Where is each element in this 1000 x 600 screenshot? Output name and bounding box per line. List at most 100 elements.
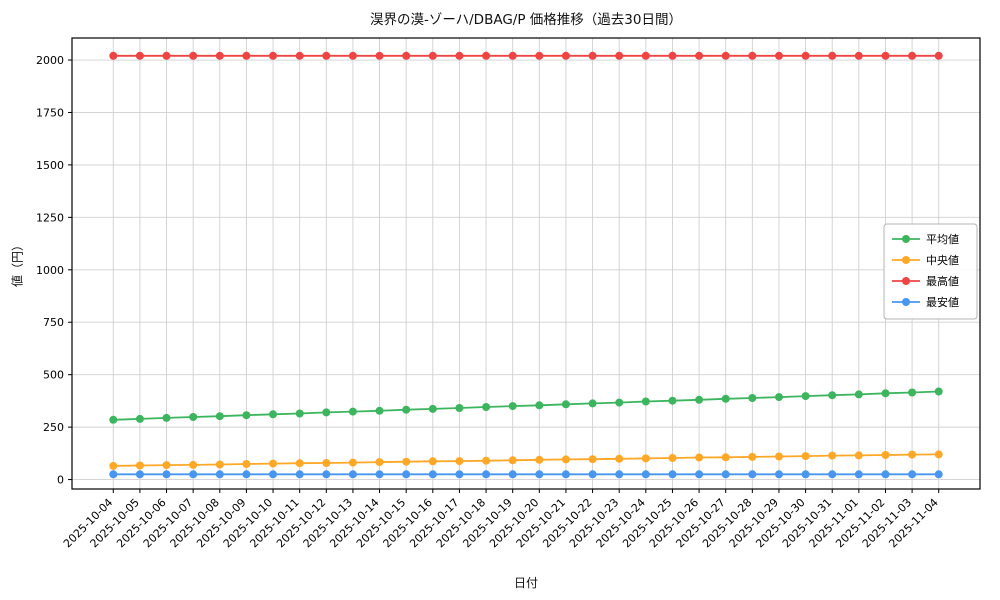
marker [482, 456, 491, 465]
marker [189, 413, 198, 421]
marker [508, 51, 517, 60]
legend-item-2: 最高値 [892, 274, 959, 288]
marker [561, 455, 570, 464]
marker [934, 51, 943, 60]
x-axis-label: 日付 [513, 576, 539, 590]
marker [135, 51, 144, 60]
marker [561, 51, 570, 60]
marker [854, 390, 863, 399]
gridlines [72, 38, 980, 489]
marker [535, 401, 544, 410]
marker [561, 470, 570, 479]
marker [109, 415, 118, 424]
marker [828, 51, 837, 60]
marker [242, 460, 251, 468]
marker [508, 456, 517, 465]
marker [641, 470, 650, 479]
marker [668, 396, 677, 405]
marker [668, 470, 677, 479]
marker [295, 470, 304, 479]
marker [881, 389, 890, 398]
marker [162, 51, 171, 60]
marker [588, 470, 597, 479]
marker [455, 404, 464, 412]
marker [695, 51, 704, 60]
marker [934, 470, 943, 479]
y-tick-label: 1250 [36, 211, 64, 224]
marker [721, 394, 730, 403]
y-tick-label: 1500 [36, 159, 64, 172]
marker [375, 51, 384, 60]
legend-marker [902, 256, 910, 264]
marker [215, 412, 224, 421]
marker [854, 451, 863, 460]
series-line-1 [109, 450, 943, 470]
marker [162, 461, 171, 470]
marker [828, 451, 837, 460]
marker [189, 51, 198, 60]
marker [641, 397, 650, 406]
marker [482, 470, 491, 479]
marker [109, 470, 118, 479]
marker [535, 455, 544, 464]
marker [828, 470, 837, 479]
marker [162, 413, 171, 422]
marker [269, 459, 277, 468]
legend-label: 平均値 [926, 233, 959, 246]
marker [908, 388, 917, 397]
marker [322, 470, 331, 479]
series-line-0 [109, 387, 943, 424]
marker [109, 51, 118, 60]
series-line-3 [109, 470, 943, 479]
marker [908, 450, 917, 459]
marker [908, 470, 917, 479]
marker [348, 407, 357, 416]
marker [455, 470, 464, 479]
marker [721, 470, 730, 479]
marker [588, 51, 597, 60]
marker [641, 51, 650, 60]
marker [242, 411, 251, 420]
marker [775, 51, 783, 60]
plot-frame [71, 37, 981, 490]
marker [482, 51, 491, 60]
marker [295, 409, 304, 418]
marker [695, 453, 704, 462]
marker [615, 398, 624, 407]
marker [295, 459, 304, 468]
marker [854, 51, 863, 60]
marker [881, 51, 890, 60]
marker [402, 51, 411, 60]
marker [721, 51, 730, 60]
marker [508, 402, 517, 411]
legend-item-3: 最安値 [892, 295, 959, 309]
marker [482, 403, 491, 411]
marker [748, 452, 757, 461]
marker [215, 460, 224, 469]
marker [695, 470, 704, 479]
marker [375, 470, 384, 479]
marker [455, 51, 464, 60]
axis-ticks [68, 59, 940, 493]
marker [269, 470, 277, 479]
marker [269, 410, 277, 419]
marker [748, 394, 757, 402]
marker [748, 470, 757, 479]
marker [375, 406, 384, 415]
marker [455, 457, 464, 466]
marker [162, 470, 171, 479]
y-tick-label: 2000 [36, 54, 64, 67]
legend-item-1: 中央値 [892, 254, 959, 267]
marker [881, 470, 890, 479]
legend-label: 中央値 [926, 254, 959, 267]
marker [854, 470, 863, 479]
marker [615, 51, 624, 60]
marker [215, 51, 224, 60]
marker [934, 450, 943, 459]
marker [801, 392, 810, 401]
marker [588, 455, 597, 464]
marker [588, 399, 597, 408]
marker [348, 51, 357, 60]
marker [402, 470, 411, 479]
